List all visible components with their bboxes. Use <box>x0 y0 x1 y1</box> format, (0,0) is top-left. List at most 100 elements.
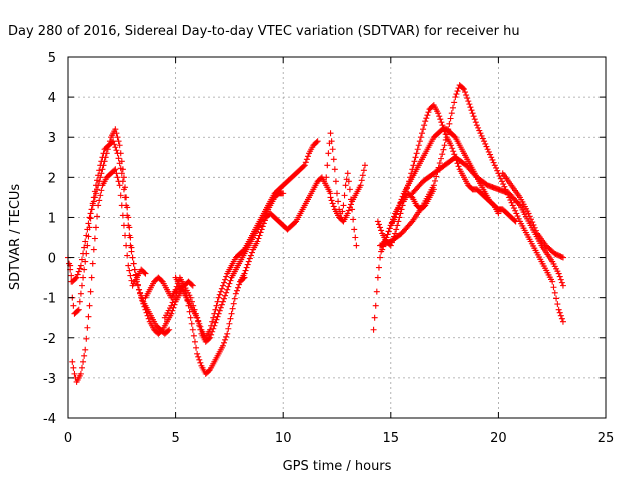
data-point <box>437 116 444 123</box>
data-point <box>470 113 477 120</box>
data-point <box>371 314 378 321</box>
data-point <box>165 327 172 334</box>
data-point <box>86 214 93 221</box>
data-point <box>247 252 254 259</box>
data-point <box>196 356 203 363</box>
data-point <box>257 229 264 236</box>
y-tick-label: 3 <box>48 131 56 146</box>
data-point <box>117 150 124 157</box>
data-point <box>173 289 180 296</box>
data-point <box>530 221 537 228</box>
data-point <box>451 133 458 140</box>
data-point <box>83 335 90 342</box>
data-point <box>70 302 77 309</box>
x-tick-label: 5 <box>171 431 179 446</box>
x-tick-label: 15 <box>383 431 400 446</box>
data-point <box>99 166 106 173</box>
data-point <box>144 312 151 319</box>
data-point <box>487 151 494 158</box>
data-point <box>245 258 252 265</box>
data-point <box>118 158 125 165</box>
data-point <box>94 213 101 220</box>
data-point <box>124 252 131 259</box>
data-point <box>387 222 394 229</box>
data-point <box>556 273 563 280</box>
data-point <box>84 242 91 249</box>
data-point <box>112 126 119 133</box>
data-point <box>398 206 405 213</box>
data-point <box>222 276 229 283</box>
data-point <box>396 214 403 221</box>
data-point <box>86 302 93 309</box>
data-point <box>197 323 204 330</box>
data-point <box>301 162 308 169</box>
data-point <box>372 302 379 309</box>
data-point <box>351 226 358 233</box>
data-point <box>313 139 320 146</box>
y-tick-label: 5 <box>48 51 56 66</box>
data-point <box>87 288 94 295</box>
data-point <box>217 288 224 295</box>
data-point <box>491 162 498 169</box>
data-point <box>89 202 96 209</box>
data-point <box>88 206 95 213</box>
data-point <box>550 284 557 291</box>
data-point <box>223 333 230 340</box>
data-point <box>225 283 232 290</box>
data-point <box>476 127 483 134</box>
data-point <box>471 116 478 123</box>
data-point <box>430 186 437 193</box>
data-point <box>424 112 431 119</box>
data-point <box>408 193 415 200</box>
data-point <box>158 277 165 284</box>
data-point <box>435 110 442 117</box>
data-point <box>451 99 458 106</box>
data-point <box>414 146 421 153</box>
data-point <box>219 342 226 349</box>
x-tick-label: 10 <box>275 431 292 446</box>
data-point <box>391 213 398 220</box>
data-point <box>236 281 243 288</box>
data-point <box>494 167 501 174</box>
data-point <box>232 290 239 297</box>
data-point <box>558 279 565 286</box>
data-point <box>80 274 87 281</box>
data-point <box>122 184 129 191</box>
data-point <box>344 170 351 177</box>
data-point <box>78 282 85 289</box>
data-point <box>78 256 85 263</box>
data-point <box>132 272 139 279</box>
data-point <box>222 292 229 299</box>
data-point <box>189 326 196 333</box>
data-point <box>420 126 427 133</box>
data-point <box>213 302 220 309</box>
data-point <box>340 202 347 209</box>
data-point <box>345 207 352 214</box>
data-point <box>208 322 215 329</box>
data-point <box>421 203 428 210</box>
data-point <box>187 314 194 321</box>
data-point <box>114 134 121 141</box>
y-tick-label: -4 <box>43 412 56 427</box>
data-point <box>101 158 108 165</box>
data-point <box>475 124 482 131</box>
data-point <box>490 159 497 166</box>
data-point <box>226 320 233 327</box>
data-point <box>213 316 220 323</box>
y-tick-label: 4 <box>48 91 56 106</box>
data-point <box>90 246 97 253</box>
data-point <box>189 282 196 289</box>
series-track <box>237 174 334 285</box>
data-point <box>81 352 88 359</box>
data-point <box>242 267 249 274</box>
data-point <box>328 138 335 145</box>
data-point <box>441 142 448 149</box>
data-point <box>139 297 146 304</box>
data-point <box>194 350 201 357</box>
data-point <box>224 286 231 293</box>
data-point <box>128 244 135 251</box>
data-point <box>115 138 122 145</box>
data-point <box>512 207 519 214</box>
data-point <box>447 115 454 122</box>
data-point <box>83 232 90 239</box>
